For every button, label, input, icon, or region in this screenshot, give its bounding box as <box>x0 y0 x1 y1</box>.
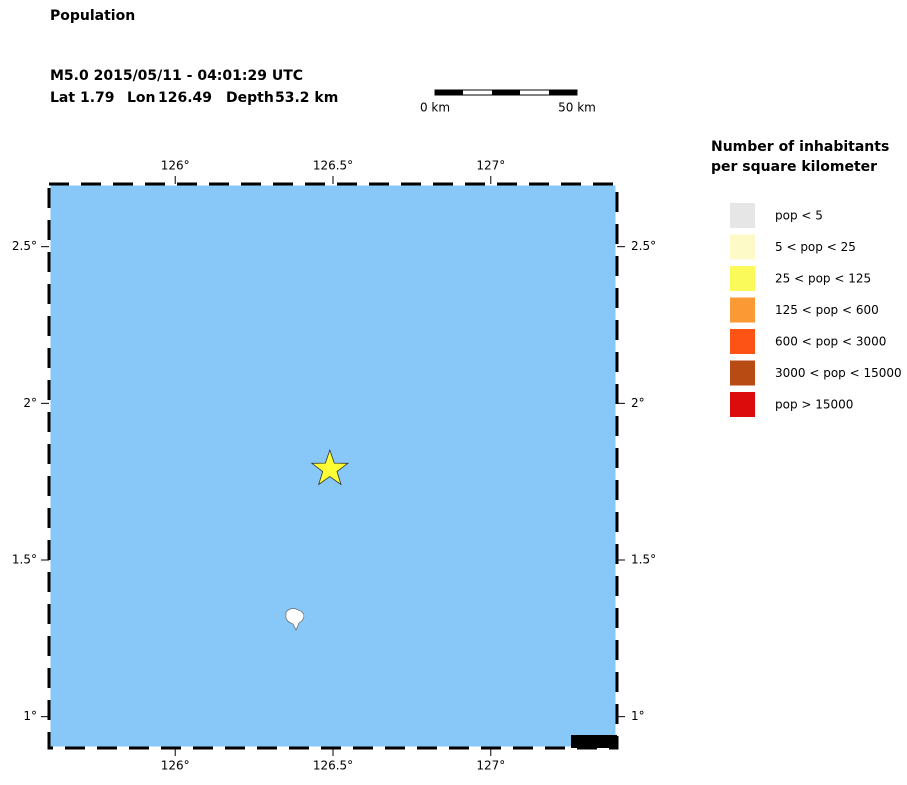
legend-swatch <box>730 392 755 417</box>
x-tick-label: 127° <box>476 159 505 173</box>
legend-swatch <box>730 266 755 291</box>
scale-label: 50 km <box>558 101 596 115</box>
x-tick-label: 126° <box>161 159 190 173</box>
scale-label: 0 km <box>420 101 450 115</box>
x-tick-label: 126.5° <box>313 759 353 773</box>
lat-label: Lat <box>50 90 75 106</box>
legend: pop < 5 5 < pop < 25 25 < pop < 125 125 < p… <box>730 203 902 417</box>
x-tick-label: 126.5° <box>313 159 353 173</box>
y-tick-label: 1° <box>631 709 645 723</box>
legend-swatch <box>730 297 755 323</box>
title: Population <box>50 8 135 24</box>
x-tick-label: 127° <box>476 759 505 773</box>
legend-title: Number of inhabitants <box>711 139 889 155</box>
legend-label: 3000 < pop < 15000 <box>775 366 902 380</box>
y-tick-label: 1.5° <box>631 553 656 567</box>
lat: 1.79 <box>80 90 115 106</box>
y-tick-label: 2° <box>23 396 37 410</box>
depth-label: Depth <box>226 90 274 106</box>
credit: EMSC <box>576 735 614 749</box>
y-tick-label: 2.5° <box>631 239 656 253</box>
legend-label: 125 < pop < 600 <box>775 303 879 317</box>
legend-label: pop < 5 <box>775 209 823 223</box>
legend-title: per square kilometer <box>711 159 877 175</box>
y-tick-label: 1° <box>23 709 37 723</box>
legend-swatch <box>730 329 755 354</box>
lon: 126.49 <box>158 90 212 106</box>
legend-label: pop > 15000 <box>775 398 853 412</box>
lon-label: Lon <box>127 90 156 106</box>
depth: 53.2 km <box>275 90 338 106</box>
y-tick-label: 2.5° <box>12 239 37 253</box>
legend-label: 600 < pop < 3000 <box>775 335 886 349</box>
scale-bar <box>434 89 578 96</box>
legend-label: 25 < pop < 125 <box>775 272 871 286</box>
event: M5.0 2015/05/11 - 04:01:29 UTC <box>50 68 303 84</box>
y-tick-label: 1.5° <box>12 553 37 567</box>
x-tick-label: 126° <box>161 759 190 773</box>
epicenter <box>310 448 350 486</box>
map: 126° 126° 126.5° 126.5° 127° 127° 1° 1° 1.5° 1.5°… <box>12 159 656 773</box>
legend-swatch <box>730 203 755 228</box>
credit-box <box>571 735 617 748</box>
legend-swatch <box>730 360 755 386</box>
legend-swatch <box>730 234 755 260</box>
island <box>285 608 305 631</box>
y-tick-label: 2° <box>631 396 645 410</box>
legend-label: 5 < pop < 25 <box>775 240 856 254</box>
